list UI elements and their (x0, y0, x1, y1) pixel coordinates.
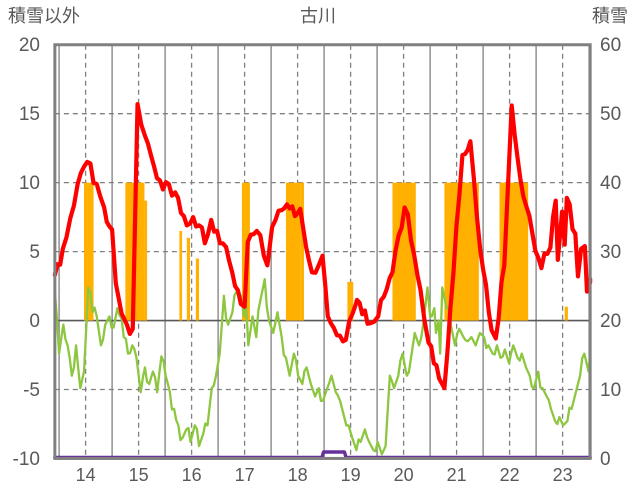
svg-text:-5: -5 (23, 380, 40, 401)
svg-text:19: 19 (341, 465, 361, 485)
svg-text:20: 20 (600, 311, 621, 332)
svg-text:22: 22 (500, 465, 520, 485)
svg-text:10: 10 (600, 380, 621, 401)
svg-text:5: 5 (29, 242, 40, 263)
svg-text:17: 17 (235, 465, 255, 485)
svg-text:20: 20 (394, 465, 414, 485)
svg-text:30: 30 (600, 242, 621, 263)
svg-text:15: 15 (19, 104, 40, 125)
svg-text:20: 20 (19, 35, 40, 56)
svg-text:-10: -10 (13, 449, 40, 470)
svg-text:40: 40 (600, 173, 621, 194)
svg-text:0: 0 (29, 311, 40, 332)
svg-text:60: 60 (600, 35, 621, 56)
svg-text:10: 10 (19, 173, 40, 194)
svg-text:14: 14 (76, 465, 96, 485)
svg-text:18: 18 (288, 465, 308, 485)
svg-text:0: 0 (600, 449, 611, 470)
svg-text:古川: 古川 (300, 6, 336, 26)
svg-text:23: 23 (553, 465, 573, 485)
svg-text:積雪以外: 積雪以外 (8, 6, 80, 26)
svg-text:21: 21 (447, 465, 467, 485)
svg-text:16: 16 (182, 465, 202, 485)
svg-text:積雪: 積雪 (592, 6, 628, 26)
svg-text:50: 50 (600, 104, 621, 125)
svg-text:15: 15 (129, 465, 149, 485)
